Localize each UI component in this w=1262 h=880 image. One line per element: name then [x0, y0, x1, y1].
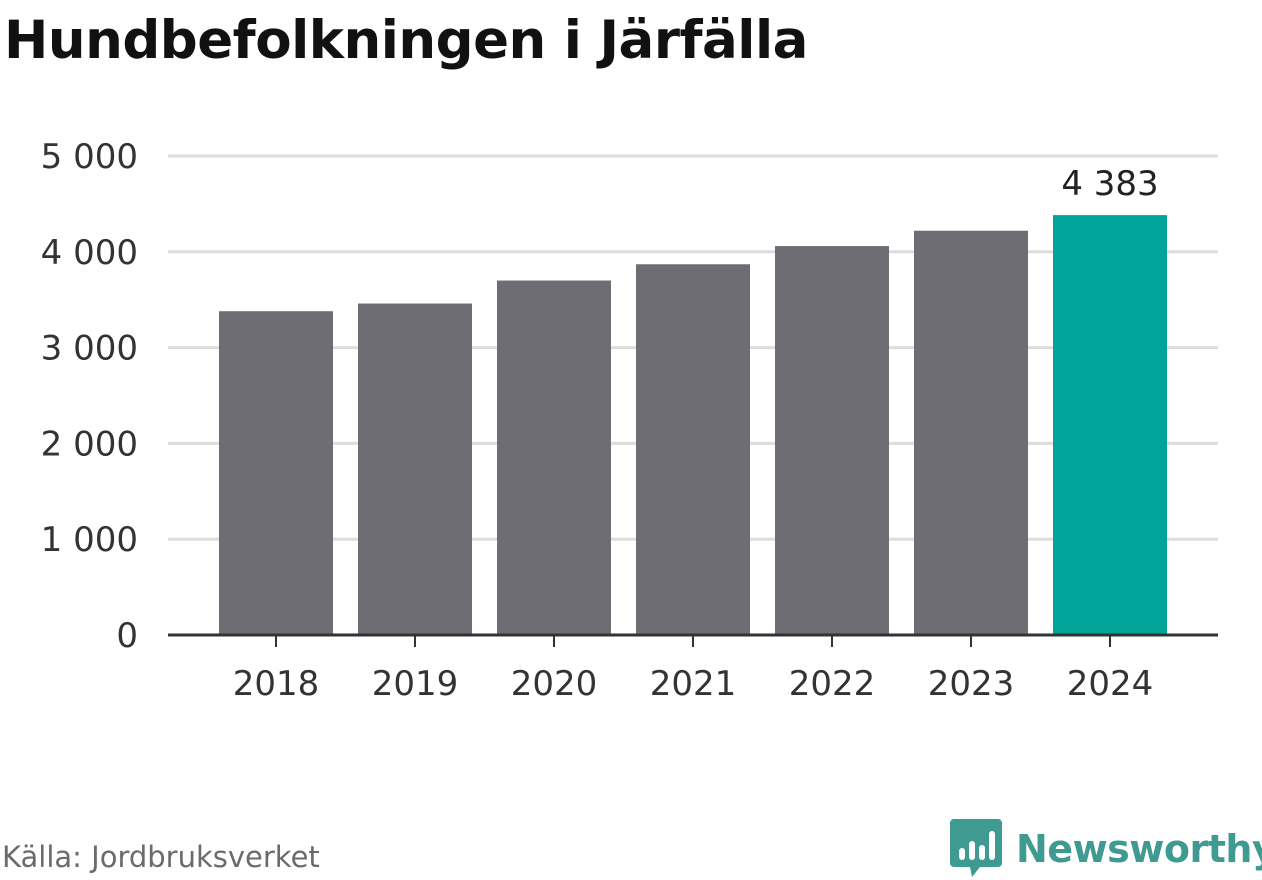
- brand-name: Newsworthy: [1016, 827, 1262, 871]
- x-tick-label: 2024: [1067, 664, 1154, 704]
- bar: [497, 280, 611, 635]
- x-tick-label: 2023: [928, 664, 1015, 704]
- y-tick-label: 4 000: [41, 233, 138, 273]
- bar: [636, 264, 750, 635]
- bar: [358, 303, 472, 635]
- y-tick-label: 3 000: [41, 329, 138, 369]
- data-label: 4 383: [1061, 164, 1158, 204]
- y-tick-label: 1 000: [41, 520, 138, 560]
- source-note: Källa: Jordbruksverket: [2, 840, 320, 874]
- y-tick-label: 5 000: [41, 137, 138, 177]
- x-tick-label: 2020: [511, 664, 598, 704]
- x-tick-label: 2018: [233, 664, 320, 704]
- bar: [1053, 215, 1167, 636]
- y-tick-label: 2 000: [41, 424, 138, 464]
- bar: [775, 246, 889, 635]
- y-tick-label: 0: [116, 616, 138, 656]
- bar: [914, 230, 1028, 635]
- bar: [219, 311, 333, 635]
- x-tick-label: 2021: [650, 664, 737, 704]
- x-tick-label: 2019: [372, 664, 459, 704]
- chart-title: Hundbefolkningen i Järfälla: [4, 10, 808, 71]
- x-tick-label: 2022: [789, 664, 876, 704]
- bar-chart-speech-bubble-icon: [950, 819, 1002, 877]
- brand-logo: Newsworthy: [950, 818, 1262, 880]
